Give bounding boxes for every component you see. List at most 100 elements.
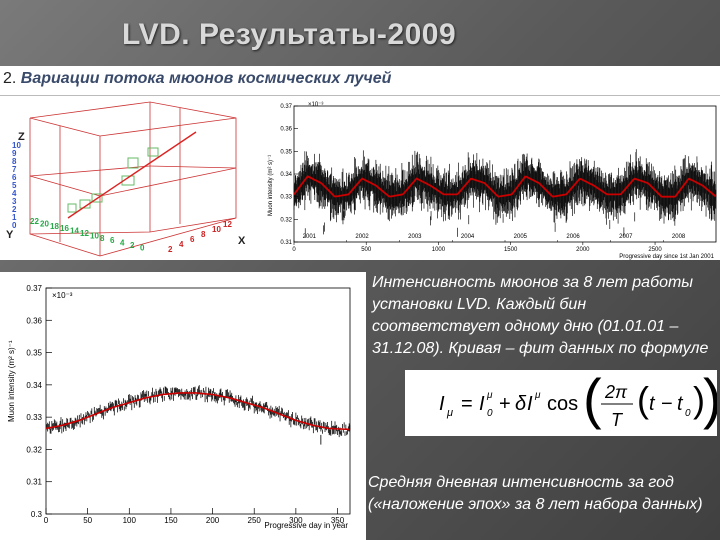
formula-t0-sub: 0	[685, 408, 691, 419]
formula-delta-i: I	[527, 393, 533, 415]
x-tick-label: 8	[201, 230, 206, 239]
hit-cells	[67, 147, 159, 213]
detector-frame	[29, 101, 237, 257]
description-paragraph-1: Интенсивность мюонов за 8 лет работы уст…	[372, 274, 709, 357]
ts-year-label: 2007	[619, 234, 633, 240]
day-x-tick-label: 250	[248, 516, 262, 525]
ts-day-tick-label: 2500	[648, 247, 662, 253]
x-tick-label: 4	[179, 240, 184, 249]
formula-minus: −	[661, 393, 673, 415]
y-tick-labels: 22 20 18 16 14 12 10 8 6 4 2 0	[30, 217, 145, 252]
z-tick-label: 4	[12, 189, 17, 198]
day-y-tick-label: 0.3	[31, 510, 43, 519]
slide-title: LVD. Результаты-2009	[122, 18, 457, 51]
z-tick-label: 7	[12, 165, 17, 174]
y-tick-label: 14	[70, 227, 79, 236]
timeseries-chart: ×10⁻³ Muon intensity (m² s)⁻¹ Progressiv…	[268, 102, 717, 260]
y-tick-label: 16	[60, 224, 69, 233]
day-x-tick-label: 0	[44, 516, 49, 525]
ts-day-tick-label: 1000	[432, 247, 446, 253]
y-tick-label: 22	[30, 217, 39, 226]
formula-lhs: I	[439, 393, 445, 415]
formula-open-paren: (	[583, 370, 602, 430]
description-paragraph-2: Средняя дневная интенсивность за год («н…	[368, 474, 703, 513]
ts-day-ticks: 0 500 1000 1500 2000 2500	[292, 242, 662, 253]
y-tick-label: 8	[100, 234, 105, 243]
ts-y-tick-label: 0.33	[280, 195, 292, 201]
y-tick-label: 10	[90, 231, 99, 240]
day-x-axis-label: Progressive day in year	[264, 521, 348, 530]
z-tick-label: 8	[12, 157, 17, 166]
z-tick-label: 9	[12, 149, 17, 158]
z-tick-label: 2	[12, 205, 17, 214]
subtitle-number: 2.	[3, 70, 17, 87]
y-tick-label: 20	[40, 219, 49, 228]
subtitle-text: Вариации потока мюонов космических лучей	[20, 70, 392, 87]
day-y-tick-label: 0.31	[26, 478, 42, 487]
y-tick-label: 0	[140, 243, 145, 252]
day-in-year-chart: ×10⁻³ Muon intensity (m² s)⁻¹ Progressiv…	[7, 284, 351, 530]
ts-day-tick-label: 1500	[504, 247, 518, 253]
detector-3d-plot: Z Y X 10 9 8 7 6 5 4 3 2 1 0 22 20 18 16 14 12 10 8 6 4 2 0 2…	[0, 96, 262, 260]
ts-y-tick-label: 0.31	[280, 240, 292, 246]
ts-year-label: 2006	[566, 234, 580, 240]
day-y-tick-label: 0.35	[26, 349, 42, 358]
ts-day-tick-label: 0	[292, 247, 296, 253]
ts-year-label: 2005	[514, 234, 528, 240]
day-in-year-plot-panel: ×10⁻³ Muon intensity (m² s)⁻¹ Progressiv…	[0, 272, 366, 540]
day-x-tick-label: 200	[206, 516, 220, 525]
ts-data-band	[293, 149, 717, 238]
formula-delta-sup: μ	[534, 390, 541, 401]
z-tick-label: 5	[12, 181, 17, 190]
ts-day-tick-label: 500	[361, 247, 372, 253]
day-x-ticks: 0 50 100 150 200 250 300 350	[44, 508, 345, 525]
ts-year-label: 2004	[461, 234, 475, 240]
fit-formula: I μ = I 0 μ + δ I μ cos ( 2π T ( t − t 0…	[405, 367, 720, 436]
formula-t0: t	[677, 393, 684, 415]
y-tick-label: 12	[80, 229, 89, 238]
x-axis-label: X	[238, 235, 246, 247]
formula-cos: cos	[547, 393, 578, 415]
z-tick-label: 10	[12, 141, 21, 150]
day-x-tick-label: 350	[331, 516, 345, 525]
day-y-multiplier: ×10⁻³	[52, 291, 73, 300]
day-x-tick-label: 100	[123, 516, 137, 525]
z-tick-label: 0	[12, 221, 17, 230]
ts-x-axis-label: Progressive day since 1st Jan 2001	[619, 254, 714, 260]
ts-year-label: 2008	[672, 234, 686, 240]
ts-y-multiplier: ×10⁻³	[308, 102, 323, 108]
day-x-tick-label: 300	[289, 516, 303, 525]
formula-i0-sup: μ	[486, 390, 493, 401]
y-tick-label: 6	[110, 236, 115, 245]
day-fit-curve	[45, 392, 350, 431]
day-y-tick-label: 0.33	[26, 413, 42, 422]
formula-inner-open: (	[637, 379, 649, 420]
z-axis-label: Z	[18, 131, 25, 143]
x-tick-label: 2	[168, 245, 173, 254]
day-y-tick-label: 0.37	[26, 284, 42, 293]
ts-year-labels: 2001 2002 2003 2004 2005 2006 2007 2008	[293, 234, 686, 242]
ts-day-tick-label: 2000	[576, 247, 590, 253]
formula-lhs-sub: μ	[446, 407, 453, 419]
ts-y-tick-label: 0.37	[280, 104, 292, 110]
formula-close-paren: )	[703, 370, 717, 430]
formula-delta: δ	[515, 393, 527, 415]
formula-inner-close: )	[693, 379, 705, 420]
day-y-tick-label: 0.32	[26, 445, 42, 454]
ts-y-ticks: 0.37 0.36 0.35 0.34 0.33 0.32 0.31	[280, 104, 298, 246]
fit-formula-svg: I μ = I 0 μ + δ I μ cos ( 2π T ( t − t 0…	[439, 367, 720, 430]
formula-t: t	[649, 393, 656, 415]
formula-equals: =	[461, 393, 473, 415]
day-y-tick-label: 0.34	[26, 381, 42, 390]
x-tick-label: 12	[223, 220, 232, 229]
x-tick-label: 6	[190, 235, 195, 244]
y-tick-label: 18	[50, 222, 59, 231]
z-tick-label: 6	[12, 173, 17, 182]
day-y-axis-label: Muon intensity (m² s)⁻¹	[7, 340, 16, 422]
ts-y-axis-label: Muon intensity (m² s)⁻¹	[268, 155, 274, 216]
x-tick-label: 10	[212, 225, 221, 234]
ts-year-label: 2003	[408, 234, 422, 240]
ts-y-tick-label: 0.34	[280, 172, 292, 178]
ts-year-label: 2001	[303, 234, 317, 240]
formula-T: T	[611, 410, 624, 430]
